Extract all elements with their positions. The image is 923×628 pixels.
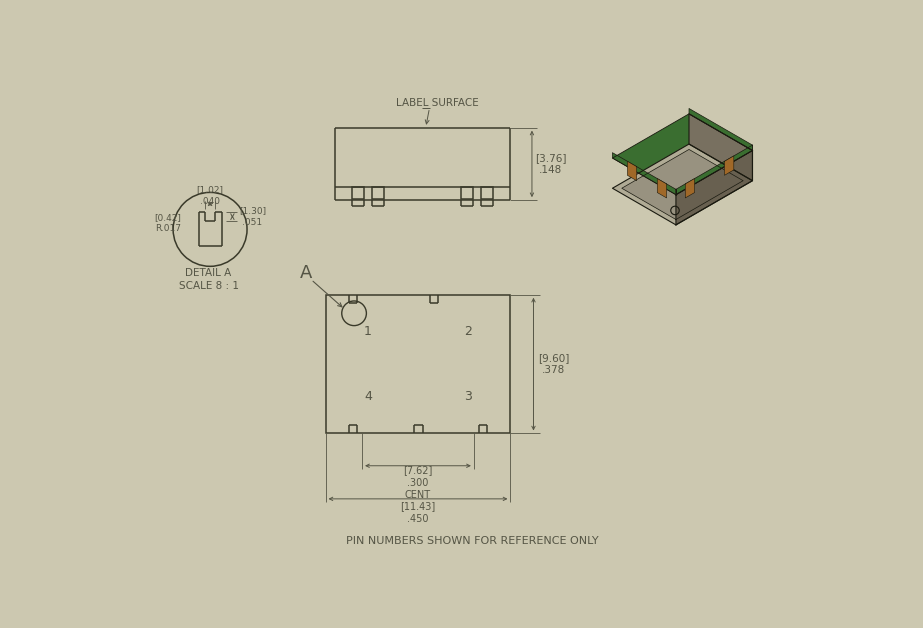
Text: PIN NUMBERS SHOWN FOR REFERENCE ONLY: PIN NUMBERS SHOWN FOR REFERENCE ONLY	[346, 536, 599, 546]
Polygon shape	[689, 109, 752, 151]
Polygon shape	[628, 161, 637, 181]
Text: LABEL SURFACE: LABEL SURFACE	[396, 98, 479, 108]
Text: [9.60]
.378: [9.60] .378	[538, 353, 569, 376]
Text: 2: 2	[464, 325, 472, 338]
Text: [0.42]
R.017: [0.42] R.017	[155, 213, 182, 233]
Text: 1: 1	[364, 325, 372, 338]
Polygon shape	[676, 145, 752, 195]
Polygon shape	[613, 114, 752, 195]
Bar	[326, 295, 510, 433]
Bar	[481, 187, 494, 199]
Polygon shape	[657, 178, 666, 198]
Text: [1.30]
.051: [1.30] .051	[239, 207, 266, 227]
Polygon shape	[613, 144, 752, 225]
Bar	[462, 187, 473, 199]
Text: DETAIL A
SCALE 8 : 1: DETAIL A SCALE 8 : 1	[178, 268, 238, 291]
Text: [1.02]
.040: [1.02] .040	[197, 185, 223, 205]
Polygon shape	[613, 153, 676, 195]
Text: 3: 3	[464, 390, 472, 403]
Text: A: A	[300, 264, 313, 282]
Bar	[352, 187, 364, 199]
Bar	[372, 187, 384, 199]
Polygon shape	[689, 114, 752, 181]
Text: 4: 4	[364, 390, 372, 403]
Polygon shape	[622, 149, 743, 220]
Polygon shape	[685, 178, 695, 198]
Text: [11.43]
.450: [11.43] .450	[401, 502, 436, 524]
Text: [3.76]
.148: [3.76] .148	[534, 153, 566, 175]
Text: [7.62]
.300
CENT: [7.62] .300 CENT	[403, 465, 433, 500]
Polygon shape	[725, 156, 734, 175]
Polygon shape	[676, 151, 752, 225]
